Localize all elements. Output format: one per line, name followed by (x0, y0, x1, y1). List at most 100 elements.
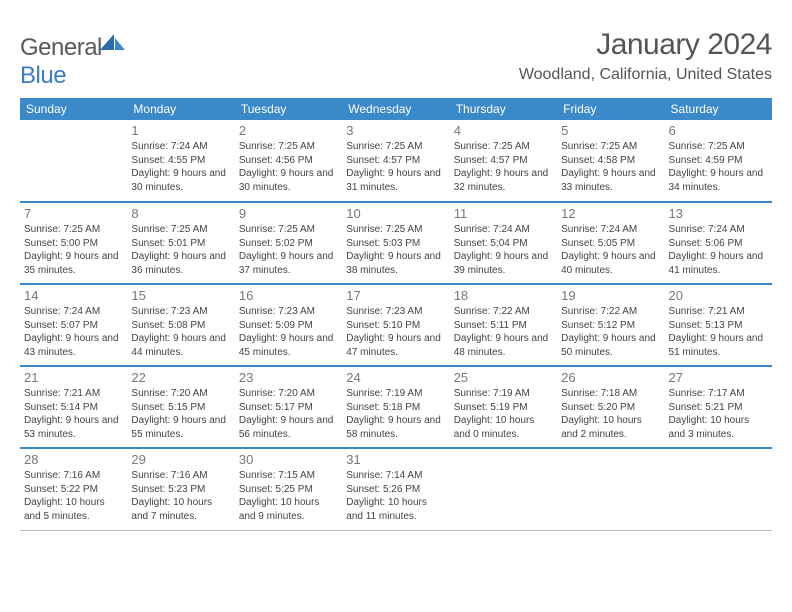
day-info: Sunrise: 7:25 AMSunset: 4:59 PMDaylight:… (669, 140, 768, 194)
day-info: Sunrise: 7:25 AMSunset: 5:00 PMDaylight:… (24, 223, 123, 277)
sunset: Sunset: 5:00 PM (24, 237, 123, 251)
day-info: Sunrise: 7:16 AMSunset: 5:23 PMDaylight:… (131, 469, 230, 523)
sunset: Sunset: 5:23 PM (131, 483, 230, 497)
sunset: Sunset: 5:02 PM (239, 237, 338, 251)
sunset: Sunset: 4:58 PM (561, 154, 660, 168)
calendar-day: 22Sunrise: 7:20 AMSunset: 5:15 PMDayligh… (127, 366, 234, 448)
sunrise: Sunrise: 7:17 AM (669, 387, 768, 401)
calendar-day (450, 448, 557, 530)
sunrise: Sunrise: 7:23 AM (239, 305, 338, 319)
calendar-day: 10 Sunrise: 7:25 AMSunset: 5:03 PMDayligh… (342, 202, 449, 284)
day-number: 17 (346, 288, 445, 303)
day-number: 8 (131, 206, 230, 221)
sunrise: Sunrise: 7:20 AM (131, 387, 230, 401)
day-number: 31 (346, 452, 445, 467)
calendar-day: 15Sunrise: 7:23 AMSunset: 5:08 PMDayligh… (127, 284, 234, 366)
calendar-day: 5Sunrise: 7:25 AMSunset: 4:58 PMDaylight… (557, 120, 664, 202)
sunrise: Sunrise: 7:24 AM (669, 223, 768, 237)
day-info: Sunrise: 7:16 AMSunset: 5:22 PMDaylight:… (24, 469, 123, 523)
day-info: Sunrise: 7:17 AMSunset: 5:21 PMDaylight:… (669, 387, 768, 441)
sunrise: Sunrise: 7:23 AM (346, 305, 445, 319)
brand-blue: Blue (20, 62, 66, 89)
calendar-week: 7Sunrise: 7:25 AMSunset: 5:00 PMDaylight… (20, 202, 772, 284)
sunset: Sunset: 5:08 PM (131, 319, 230, 333)
daylight: Daylight: 9 hours and 45 minutes. (239, 332, 338, 359)
day-number: 9 (239, 206, 338, 221)
daylight: Daylight: 10 hours and 11 minutes. (346, 496, 445, 523)
calendar-day: 27Sunrise: 7:17 AMSunset: 5:21 PMDayligh… (665, 366, 772, 448)
daylight: Daylight: 9 hours and 30 minutes. (239, 167, 338, 194)
day-info: Sunrise: 7:19 AMSunset: 5:19 PMDaylight:… (454, 387, 553, 441)
calendar-day: 1Sunrise: 7:24 AMSunset: 4:55 PMDaylight… (127, 120, 234, 202)
calendar-day: 16Sunrise: 7:23 AMSunset: 5:09 PMDayligh… (235, 284, 342, 366)
daylight: Daylight: 9 hours and 41 minutes. (669, 250, 768, 277)
day-info: Sunrise: 7:21 AMSunset: 5:14 PMDaylight:… (24, 387, 123, 441)
day-info: Sunrise: 7:23 AMSunset: 5:09 PMDaylight:… (239, 305, 338, 359)
calendar-day: 19Sunrise: 7:22 AMSunset: 5:12 PMDayligh… (557, 284, 664, 366)
daylight: Daylight: 10 hours and 7 minutes. (131, 496, 230, 523)
day-number: 6 (669, 123, 768, 138)
day-number: 29 (131, 452, 230, 467)
sunset: Sunset: 5:13 PM (669, 319, 768, 333)
calendar-day: 28Sunrise: 7:16 AMSunset: 5:22 PMDayligh… (20, 448, 127, 530)
sunrise: Sunrise: 7:19 AM (454, 387, 553, 401)
calendar-day: 21 Sunrise: 7:21 AMSunset: 5:14 PMDayligh… (20, 366, 127, 448)
daylight: Daylight: 9 hours and 30 minutes. (131, 167, 230, 194)
logo-sail-icon (100, 34, 126, 57)
daylight: Daylight: 9 hours and 51 minutes. (669, 332, 768, 359)
sunset: Sunset: 5:03 PM (346, 237, 445, 251)
day-info: Sunrise: 7:22 AMSunset: 5:12 PMDaylight:… (561, 305, 660, 359)
sunrise: Sunrise: 7:25 AM (669, 140, 768, 154)
calendar-day: 8Sunrise: 7:25 AMSunset: 5:01 PMDaylight… (127, 202, 234, 284)
day-info: Sunrise: 7:18 AMSunset: 5:20 PMDaylight:… (561, 387, 660, 441)
sunset: Sunset: 5:09 PM (239, 319, 338, 333)
day-number: 11 (454, 206, 553, 221)
day-info: Sunrise: 7:14 AMSunset: 5:26 PMDaylight:… (346, 469, 445, 523)
day-number: 15 (131, 288, 230, 303)
calendar-table: SundayMondayTuesdayWednesdayThursdayFrid… (20, 98, 772, 531)
day-header-row: SundayMondayTuesdayWednesdayThursdayFrid… (20, 98, 772, 120)
daylight: Daylight: 9 hours and 58 minutes. (346, 414, 445, 441)
calendar-day (665, 448, 772, 530)
calendar-week: 28Sunrise: 7:16 AMSunset: 5:22 PMDayligh… (20, 448, 772, 530)
sunrise: Sunrise: 7:25 AM (346, 140, 445, 154)
daylight: Daylight: 9 hours and 32 minutes. (454, 167, 553, 194)
sunset: Sunset: 5:14 PM (24, 401, 123, 415)
day-info: Sunrise: 7:25 AMSunset: 5:03 PMDaylight:… (346, 223, 445, 277)
calendar-day: 23Sunrise: 7:20 AMSunset: 5:17 PMDayligh… (235, 366, 342, 448)
day-number: 21 (24, 370, 123, 385)
day-info: Sunrise: 7:25 AMSunset: 5:02 PMDaylight:… (239, 223, 338, 277)
day-number: 10 (346, 206, 445, 221)
calendar-day: 29 Sunrise: 7:16 AMSunset: 5:23 PMDayligh… (127, 448, 234, 530)
daylight: Daylight: 9 hours and 44 minutes. (131, 332, 230, 359)
day-header: Monday (127, 98, 234, 120)
day-info: Sunrise: 7:23 AMSunset: 5:10 PMDaylight:… (346, 305, 445, 359)
daylight: Daylight: 9 hours and 43 minutes. (24, 332, 123, 359)
calendar-day: 24Sunrise: 7:19 AMSunset: 5:18 PMDayligh… (342, 366, 449, 448)
sunset: Sunset: 5:18 PM (346, 401, 445, 415)
sunrise: Sunrise: 7:16 AM (24, 469, 123, 483)
day-number: 2 (239, 123, 338, 138)
sunset: Sunset: 5:05 PM (561, 237, 660, 251)
calendar-day: 20Sunrise: 7:21 AMSunset: 5:13 PMDayligh… (665, 284, 772, 366)
calendar-day: 18Sunrise: 7:22 AMSunset: 5:11 PMDayligh… (450, 284, 557, 366)
sunrise: Sunrise: 7:14 AM (346, 469, 445, 483)
day-header: Thursday (450, 98, 557, 120)
daylight: Daylight: 9 hours and 53 minutes. (24, 414, 123, 441)
sunrise: Sunrise: 7:24 AM (454, 223, 553, 237)
sunrise: Sunrise: 7:19 AM (346, 387, 445, 401)
day-info: Sunrise: 7:20 AMSunset: 5:15 PMDaylight:… (131, 387, 230, 441)
sunset: Sunset: 5:25 PM (239, 483, 338, 497)
sunrise: Sunrise: 7:22 AM (454, 305, 553, 319)
calendar-week: 14Sunrise: 7:24 AMSunset: 5:07 PMDayligh… (20, 284, 772, 366)
calendar-day: 2Sunrise: 7:25 AMSunset: 4:56 PMDaylight… (235, 120, 342, 202)
calendar-day: 14Sunrise: 7:24 AMSunset: 5:07 PMDayligh… (20, 284, 127, 366)
daylight: Daylight: 10 hours and 0 minutes. (454, 414, 553, 441)
calendar-day: 31 Sunrise: 7:14 AMSunset: 5:26 PMDayligh… (342, 448, 449, 530)
sunrise: Sunrise: 7:21 AM (669, 305, 768, 319)
sunrise: Sunrise: 7:22 AM (561, 305, 660, 319)
sunset: Sunset: 5:26 PM (346, 483, 445, 497)
calendar-day: 11Sunrise: 7:24 AMSunset: 5:04 PMDayligh… (450, 202, 557, 284)
daylight: Daylight: 10 hours and 5 minutes. (24, 496, 123, 523)
daylight: Daylight: 9 hours and 37 minutes. (239, 250, 338, 277)
